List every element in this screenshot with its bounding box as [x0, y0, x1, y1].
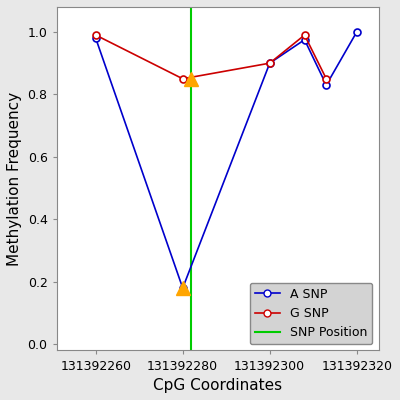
Legend: A SNP, G SNP, SNP Position: A SNP, G SNP, SNP Position [250, 283, 372, 344]
Y-axis label: Methylation Frequency: Methylation Frequency [7, 92, 22, 266]
X-axis label: CpG Coordinates: CpG Coordinates [153, 378, 282, 393]
